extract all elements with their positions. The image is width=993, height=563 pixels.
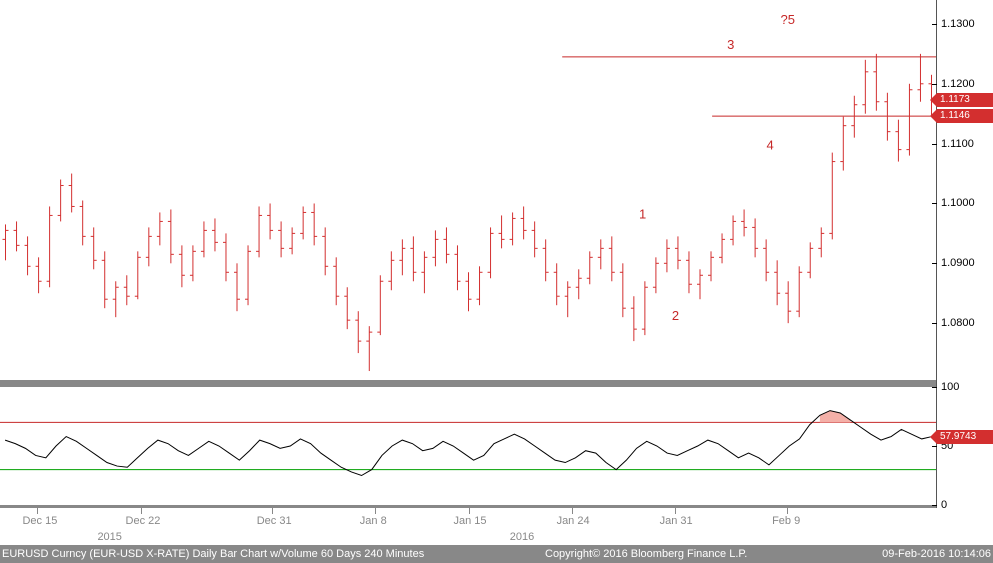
x-tick-label: Jan 31 xyxy=(660,515,693,527)
main-price-chart[interactable]: 1 2 3 4 ?5 xyxy=(0,0,937,383)
y-tick-label: 1.1000 xyxy=(941,197,975,209)
indicator-tick-label: 100 xyxy=(941,381,959,393)
indicator-svg xyxy=(0,387,937,505)
x-tick-label: Jan 24 xyxy=(557,515,590,527)
footer-timestamp: 09-Feb-2016 10:14:06 xyxy=(882,545,991,563)
svg-text:2: 2 xyxy=(672,308,679,323)
x-year-label: 2016 xyxy=(510,531,534,543)
y-tick-label: 1.1300 xyxy=(941,18,975,30)
x-tick-label: Dec 31 xyxy=(257,515,292,527)
x-tick-label: Dec 22 xyxy=(126,515,161,527)
chart-separator xyxy=(0,380,937,387)
indicator-value-box: 57.9743 xyxy=(937,430,993,444)
x-tick-label: Jan 8 xyxy=(360,515,387,527)
line-price-box: 1.1146 xyxy=(937,109,993,123)
x-tick-label: Jan 15 xyxy=(454,515,487,527)
svg-text:1: 1 xyxy=(639,206,646,221)
y-tick-label: 1.0800 xyxy=(941,317,975,329)
y-tick-label: 1.1100 xyxy=(941,138,974,150)
footer-bar: EURUSD Curncy (EUR-USD X-RATE) Daily Bar… xyxy=(0,545,993,563)
y-axis: 1.0800 1.0900 1.1000 1.1100 1.1200 1.1300 1.11… xyxy=(936,0,993,508)
svg-text:?5: ?5 xyxy=(781,12,795,27)
svg-text:3: 3 xyxy=(727,37,734,52)
x-tick-label: Dec 15 xyxy=(22,515,57,527)
chart-container: 1 2 3 4 ?5 1.0800 1.0900 1.1000 1.1100 1.1200 1.1… xyxy=(0,0,993,563)
y-tick-label: 1.0900 xyxy=(941,257,975,269)
x-tick-label: Feb 9 xyxy=(772,515,800,527)
svg-text:4: 4 xyxy=(766,138,773,153)
footer-copyright: Copyright© 2016 Bloomberg Finance L.P. xyxy=(545,545,747,563)
x-year-label: 2015 xyxy=(97,531,121,543)
price-bars-svg: 1 2 3 4 ?5 xyxy=(0,0,937,383)
last-price-box: 1.1173 xyxy=(937,93,993,107)
x-axis: Dec 15 Dec 22 Dec 31 Jan 8 Jan 15 Jan 24 Jan 3… xyxy=(0,508,993,543)
footer-instrument: EURUSD Curncy (EUR-USD X-RATE) Daily Bar… xyxy=(2,545,424,563)
y-tick-label: 1.1200 xyxy=(941,78,975,90)
indicator-chart[interactable] xyxy=(0,387,937,505)
